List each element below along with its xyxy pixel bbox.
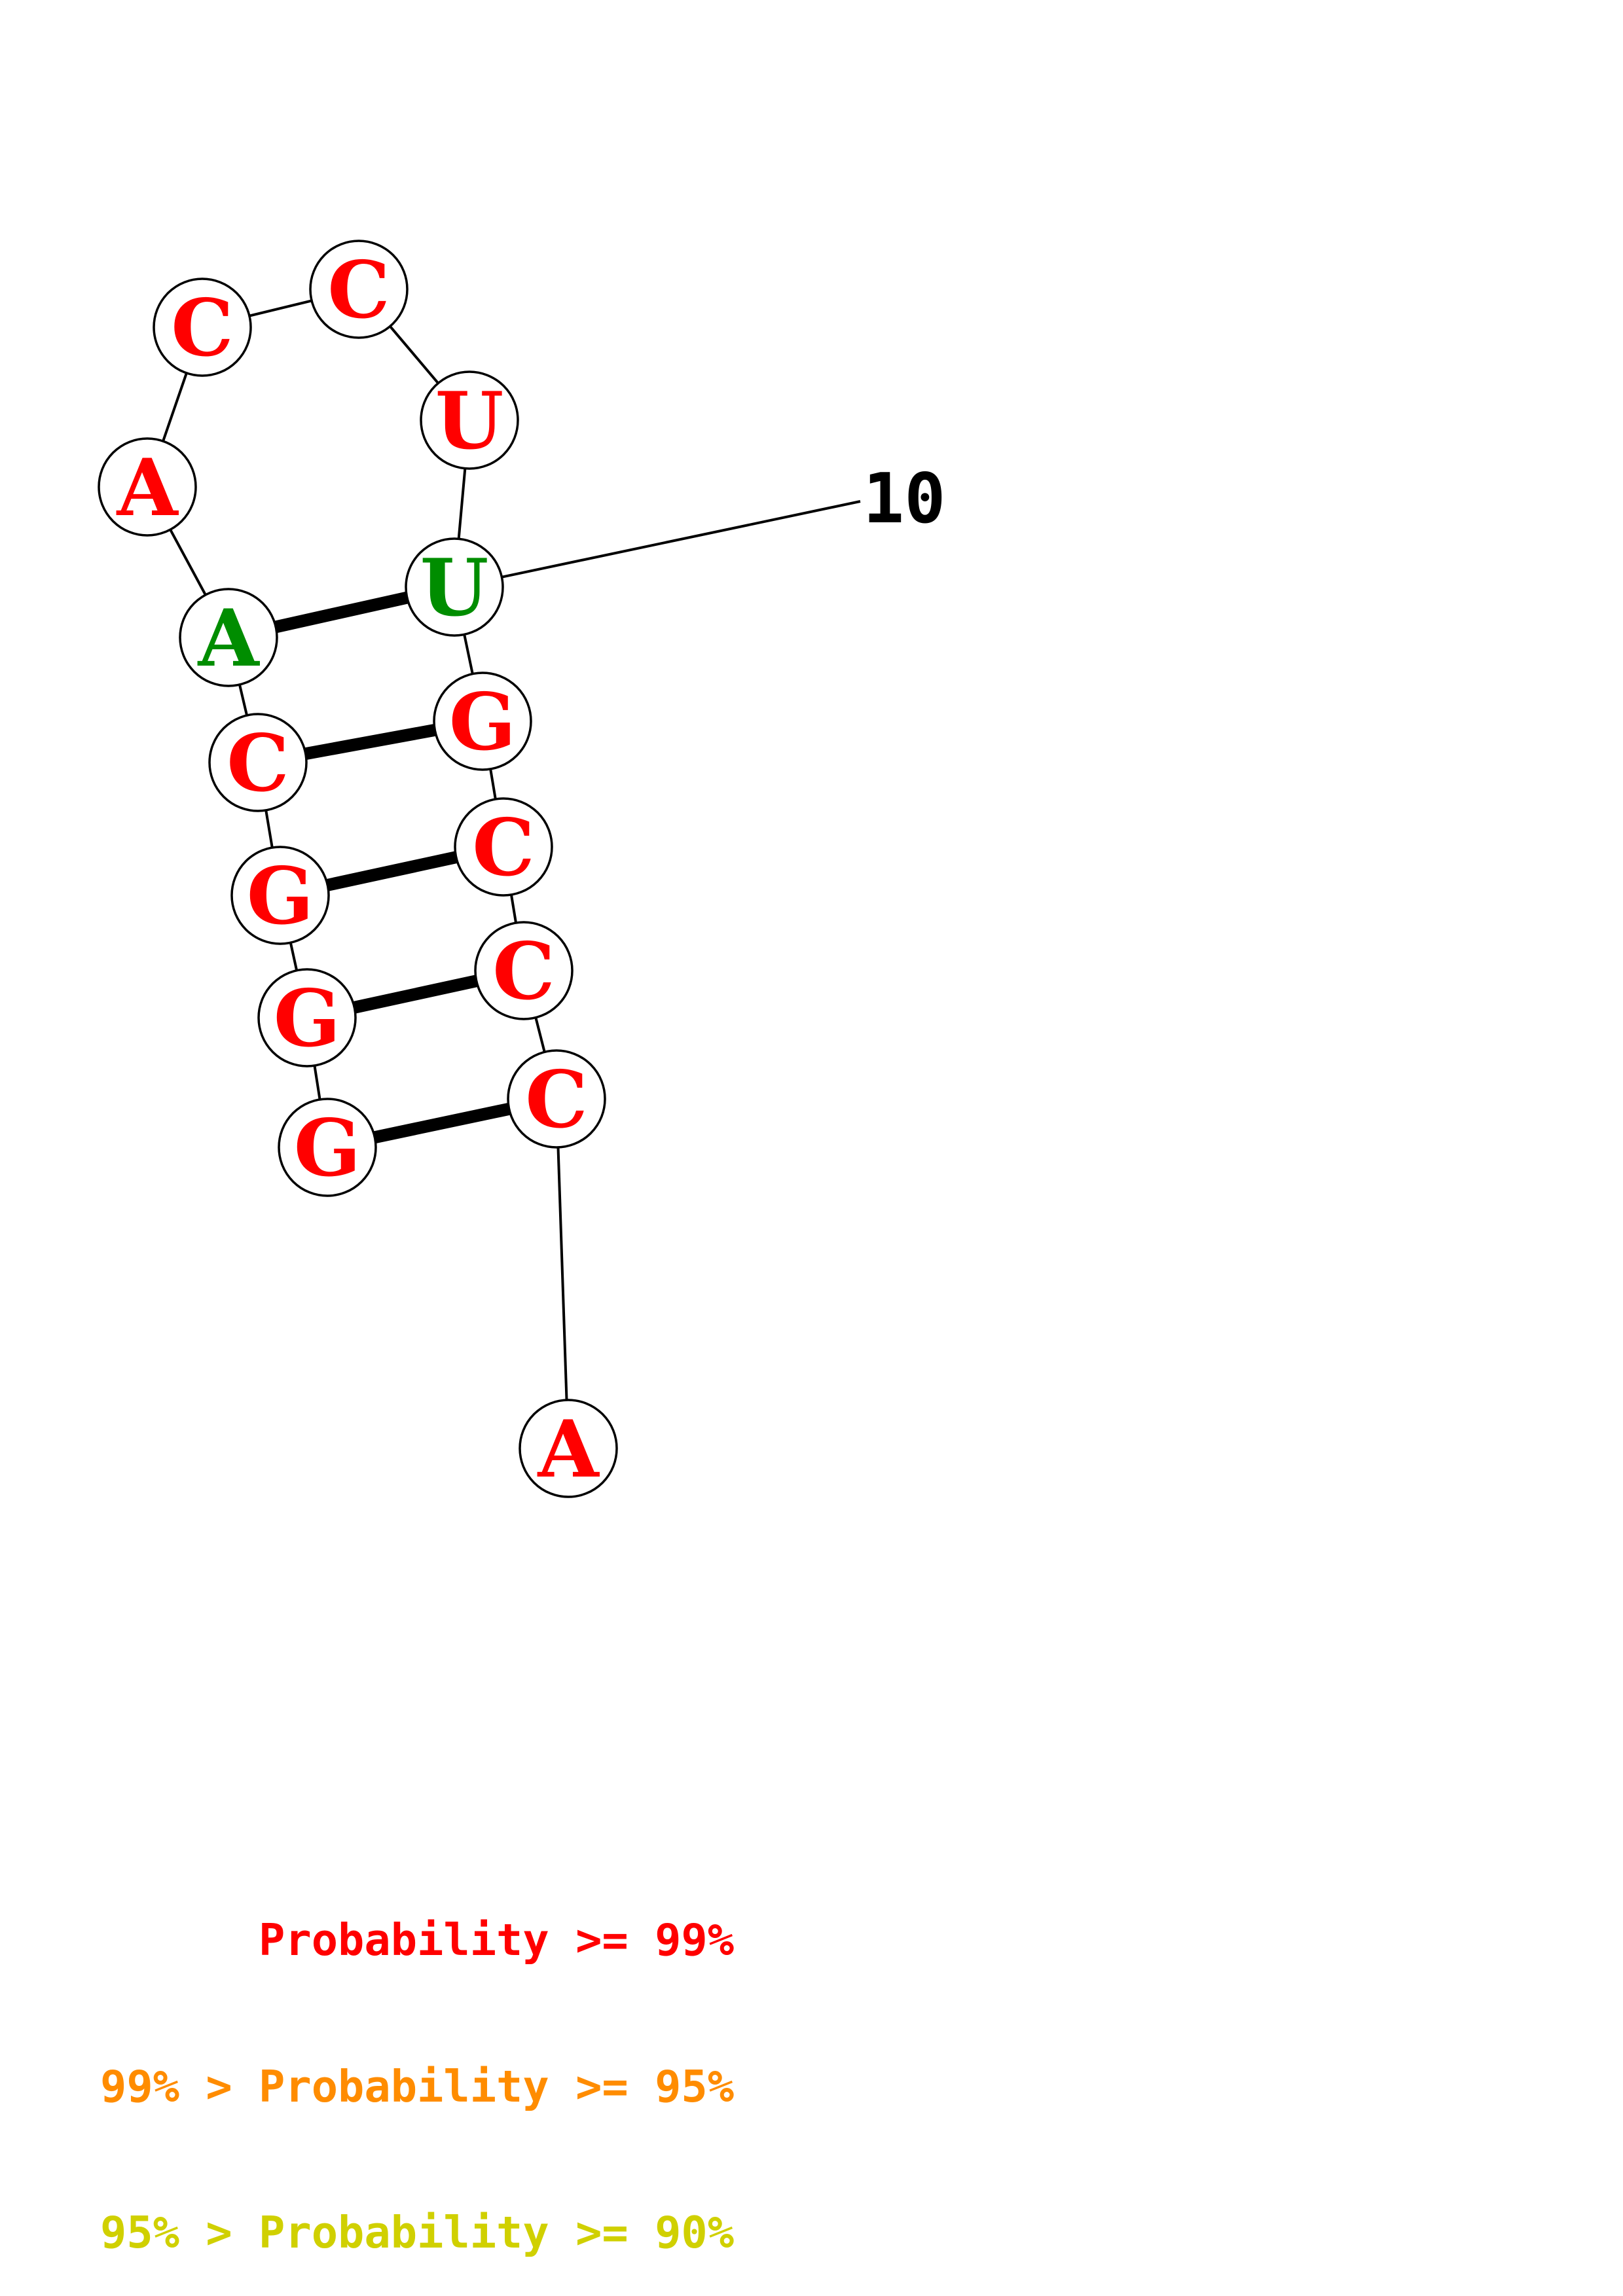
nucleotide-letter: G (449, 676, 516, 768)
nucleotide-circle (98, 437, 197, 537)
nucleotide-circle (257, 968, 357, 1067)
number-pointer-line (454, 500, 861, 588)
nucleotide-letter: A (116, 442, 179, 534)
nucleotide-circle (433, 672, 532, 771)
nucleotide-letter: U (420, 542, 489, 634)
nucleotide-letter: U (435, 375, 504, 467)
nucleotide-circle (153, 278, 252, 377)
nucleotide-circle (309, 240, 409, 339)
legend-line: 99% > Probability >= 95% (100, 2060, 735, 2112)
nucleotide-letter: G (274, 973, 340, 1065)
nucleotide-letter: C (492, 925, 555, 1018)
nucleotide-circle (474, 921, 574, 1020)
nucleotide-letter: G (247, 850, 314, 942)
nucleotide-letter: C (472, 802, 535, 894)
nucleotide-circle (420, 370, 519, 470)
nucleotide-circle (208, 713, 308, 812)
nucleotide-circle (278, 1098, 377, 1197)
nucleotide-circle (230, 846, 330, 945)
legend-line: 95% > Probability >= 90% (100, 2207, 735, 2258)
nucleotide-letter: C (171, 282, 234, 374)
legend-line: Probability >= 99% (100, 1914, 735, 1965)
nucleotide-letter: C (227, 717, 289, 810)
number-label: 10 (863, 459, 945, 539)
nucleotide-letter: C (525, 1054, 588, 1146)
nucleotide-circle (507, 1049, 606, 1149)
nucleotide-circle (454, 797, 553, 897)
probability-legend: Probability >= 99% 99% > Probability >= … (100, 1818, 734, 2296)
nucleotide-letter: A (197, 592, 260, 685)
nucleotide-letter: G (294, 1102, 361, 1194)
nucleotide-circle (179, 588, 278, 687)
nucleotide-letter: A (537, 1403, 600, 1496)
nucleotide-letter: C (327, 244, 390, 336)
nucleotide-circle (519, 1399, 618, 1498)
nucleotide-circle (405, 537, 504, 637)
backbone-line (555, 1098, 570, 1449)
